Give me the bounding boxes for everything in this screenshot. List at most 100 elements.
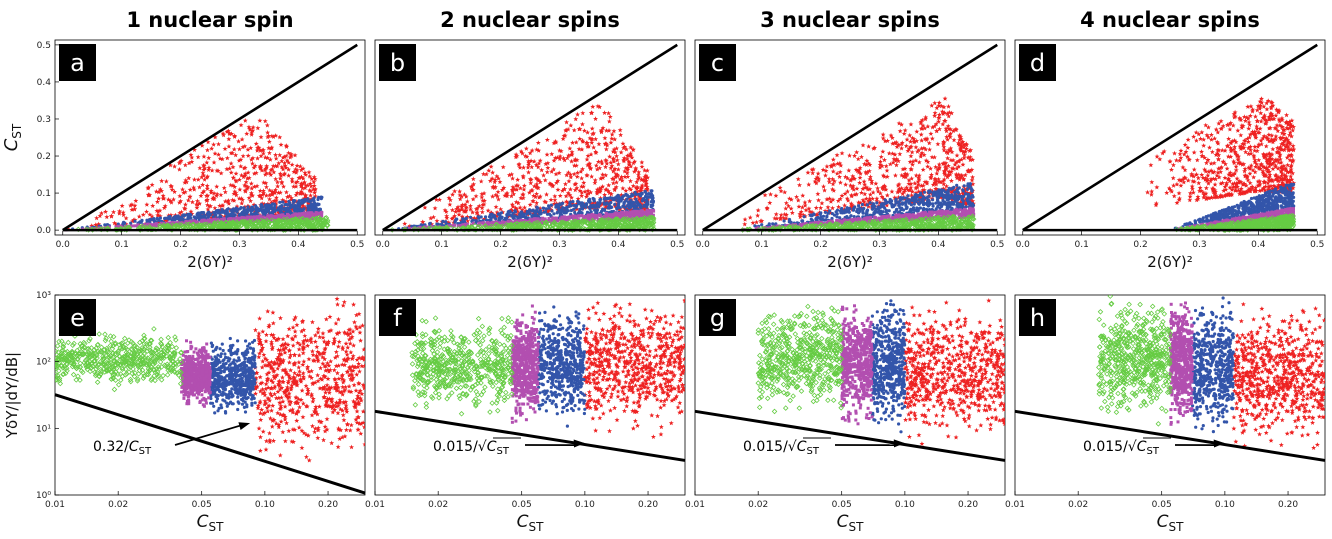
square-marker [134, 224, 138, 228]
dot-marker [647, 192, 651, 196]
star-marker [943, 165, 948, 171]
star-marker [129, 207, 135, 212]
dot-marker [572, 203, 576, 207]
star-marker [268, 167, 274, 173]
dot-marker [557, 208, 562, 212]
x-tick-label: 0.1 [114, 240, 128, 250]
star-marker [302, 185, 308, 191]
star-marker [915, 182, 921, 187]
dot-marker [541, 206, 545, 210]
dot-marker [587, 205, 592, 209]
star-marker [619, 174, 625, 180]
star-marker [281, 172, 287, 177]
x-axis-label: 2(δY)² [507, 253, 553, 271]
diamond-marker [302, 217, 309, 224]
star-marker [879, 163, 885, 169]
star-marker [867, 198, 873, 204]
diamond-marker [533, 220, 539, 226]
star-marker [251, 171, 257, 176]
star-marker [217, 156, 223, 161]
star-marker [103, 209, 109, 214]
diamond-marker [628, 220, 634, 227]
star-marker [132, 217, 138, 222]
star-marker [97, 213, 103, 219]
diamond-marker [599, 218, 605, 225]
star-marker [459, 204, 465, 210]
square-marker [509, 219, 513, 223]
star-marker [570, 140, 575, 145]
square-marker [573, 214, 577, 218]
star-marker [880, 173, 886, 178]
star-marker [896, 194, 902, 200]
dot-marker [639, 206, 643, 210]
star-marker [144, 202, 150, 207]
square-marker [290, 215, 294, 219]
star-marker [209, 167, 215, 173]
star-marker [287, 193, 293, 199]
star-marker [104, 214, 110, 220]
star-marker [293, 166, 299, 172]
star-marker [628, 163, 634, 169]
star-marker [299, 174, 305, 180]
square-marker [451, 224, 455, 228]
star-marker [206, 155, 212, 161]
star-marker [565, 200, 571, 205]
star-marker [916, 189, 922, 194]
diamond-marker [274, 222, 280, 229]
star-marker [957, 137, 962, 143]
star-marker [913, 172, 919, 178]
dot-marker [513, 210, 518, 214]
star-marker [518, 148, 524, 154]
star-marker [195, 177, 201, 182]
dot-marker [634, 197, 638, 201]
star-marker [481, 190, 487, 196]
star-marker [166, 197, 171, 202]
star-marker [456, 208, 461, 213]
star-marker [188, 152, 194, 157]
star-marker [214, 191, 220, 197]
dot-marker [650, 204, 654, 208]
panels: 0.0 0.1 0.2 0.3 0.4 0.50.00.10.20.30.40.52(δY… [1, 39, 1326, 534]
dot-marker [584, 205, 588, 209]
star-marker [205, 202, 210, 208]
star-marker [624, 170, 630, 176]
star-marker [777, 185, 783, 190]
star-marker [189, 211, 195, 216]
square-marker [550, 220, 554, 224]
star-marker [201, 172, 207, 178]
star-marker [246, 124, 252, 130]
square-marker [229, 218, 233, 221]
star-marker [481, 171, 486, 177]
star-marker [941, 104, 947, 110]
star-marker [128, 202, 133, 208]
star-marker [953, 171, 959, 177]
dot-marker [623, 205, 627, 209]
star-marker [261, 180, 267, 185]
star-marker [615, 161, 621, 167]
star-marker [147, 212, 153, 217]
star-marker [492, 179, 498, 185]
star-marker [941, 147, 947, 153]
star-marker [777, 216, 783, 222]
square-marker [212, 217, 216, 221]
star-marker [300, 190, 306, 196]
dot-marker [484, 215, 488, 219]
star-marker [249, 129, 255, 135]
square-marker [269, 214, 273, 218]
star-marker [248, 198, 254, 204]
star-marker [862, 202, 868, 207]
star-marker [807, 198, 813, 204]
star-marker [443, 209, 449, 214]
star-marker [482, 198, 487, 203]
star-marker [446, 195, 452, 201]
square-marker [171, 221, 175, 224]
star-marker [233, 171, 239, 176]
star-marker [643, 175, 649, 181]
star-marker [932, 154, 937, 160]
star-marker [644, 168, 650, 173]
diamond-marker [209, 223, 215, 230]
star-marker [797, 214, 803, 220]
star-marker [614, 201, 619, 207]
star-marker [948, 126, 954, 132]
star-marker [226, 128, 231, 134]
